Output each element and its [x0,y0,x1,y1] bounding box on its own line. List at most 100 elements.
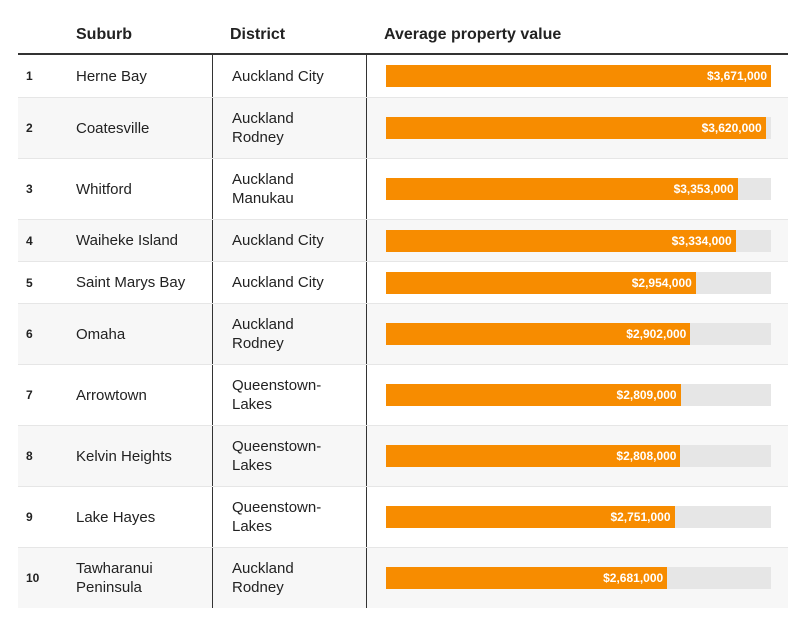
header-average-property-value: Average property value [384,26,562,43]
value-label: $3,620,000 [701,121,762,135]
suburb-cell: Whitford [76,159,216,219]
district-line: Lakes [232,396,273,413]
district-line: Lakes [232,457,273,474]
district-cell: Auckland Rodney [212,98,366,158]
district-line: Auckland City [232,274,324,291]
suburb-cell: Tawharanui Peninsula [76,548,216,608]
rank-cell: 9 [26,510,33,524]
table-row: 1 Herne Bay Auckland City $3,671,000 [18,55,788,97]
value-cell: $2,751,000 [366,487,788,547]
value-label: $2,954,000 [631,275,692,290]
suburb-cell: Saint Marys Bay [76,262,216,303]
rank-cell: 8 [26,449,33,463]
value-bar: $3,334,000 [386,229,736,252]
value-cell: $2,902,000 [366,304,788,364]
table-row: 7 Arrowtown Queenstown- Lakes $2,809,000 [18,364,788,425]
header-district: District [230,26,286,43]
property-value-chart: Suburb District Average property value 1… [18,0,788,609]
bar-track: $2,902,000 [386,323,771,345]
suburb-name: Waiheke Island [76,231,178,250]
bar-track: $3,620,000 [386,117,771,139]
rank-cell: 1 [26,69,33,83]
district-cell: Auckland Rodney [212,548,366,608]
suburb-cell: Lake Hayes [76,487,216,547]
suburb-line: Omaha [76,325,126,343]
header-suburb: Suburb [76,26,132,43]
rank-cell: 10 [26,571,40,585]
table-row: 5 Saint Marys Bay Auckland City $2,954,000 [18,261,788,303]
table-row: 8 Kelvin Heights Queenstown- Lakes $2,808,00… [18,425,788,486]
district-name: Queenstown- Lakes [232,376,321,414]
district-cell: Auckland City [212,262,366,303]
value-label: $2,902,000 [626,327,687,341]
district-line: Rodney [232,335,284,352]
suburb-name: Kelvin Heights [76,447,172,466]
bar-track: $2,681,000 [386,567,771,589]
value-label: $3,353,000 [673,182,734,196]
suburb-name: Omaha [76,325,125,344]
district-name: Auckland Rodney [232,315,294,353]
value-bar: $3,353,000 [386,178,738,200]
district-line: Rodney [232,579,284,596]
district-name: Queenstown- Lakes [232,437,321,475]
table-row: 9 Lake Hayes Queenstown- Lakes $2,751,000 [18,486,788,547]
bar-track: $2,751,000 [386,506,771,528]
district-line: Queenstown- [232,377,322,394]
district-name: Auckland City [232,231,324,250]
district-line: Lakes [232,518,273,535]
suburb-cell: Coatesville [76,98,216,158]
suburb-cell: Omaha [76,304,216,364]
suburb-line: Coatesville [76,119,150,137]
district-cell: Auckland Manukau [212,159,366,219]
bar-track: $3,334,000 [386,229,771,252]
rank-cell: 2 [26,121,33,135]
value-bar: $2,751,000 [386,506,675,528]
table-row: 10 Tawharanui Peninsula Auckland Rodney $2,68… [18,547,788,608]
suburb-line: Arrowtown [76,386,147,404]
bar-track: $3,353,000 [386,178,771,200]
table-body: 1 Herne Bay Auckland City $3,671,000 2 Coates… [18,55,788,608]
value-cell: $3,334,000 [366,220,788,261]
suburb-cell: Waiheke Island [76,220,216,261]
suburb-line: Kelvin Heights [76,447,172,465]
suburb-cell: Herne Bay [76,55,216,97]
value-bar: $2,681,000 [386,567,668,589]
district-name: Auckland City [232,67,324,86]
value-bar: $2,809,000 [386,384,681,406]
suburb-line: Lake Hayes [76,508,156,526]
value-cell: $3,671,000 [366,55,788,97]
value-bar: $2,954,000 [386,271,696,294]
rank-cell: 7 [26,388,33,402]
table-row: 4 Waiheke Island Auckland City $3,334,000 [18,219,788,261]
district-line: Manukau [232,190,294,207]
rank-cell: 4 [26,233,33,248]
rank-cell: 3 [26,182,33,196]
value-cell: $2,809,000 [366,365,788,425]
suburb-line: Saint Marys Bay [76,274,186,291]
table-header: Suburb District Average property value [18,0,788,55]
district-line: Auckland [232,110,294,127]
table-row: 3 Whitford Auckland Manukau $3,353,000 [18,158,788,219]
district-cell: Auckland City [212,220,366,261]
value-label: $2,681,000 [603,571,664,585]
suburb-name: Coatesville [76,119,149,138]
table-row: 6 Omaha Auckland Rodney $2,902,000 [18,303,788,364]
value-label: $3,671,000 [706,69,767,83]
bar-track: $3,671,000 [386,65,771,87]
value-bar: $3,671,000 [386,65,771,87]
suburb-name: Arrowtown [76,386,147,405]
district-cell: Queenstown- Lakes [212,487,366,547]
district-line: Auckland [232,316,294,333]
district-cell: Queenstown- Lakes [212,365,366,425]
value-cell: $2,808,000 [366,426,788,486]
bar-track: $2,808,000 [386,445,771,467]
bar-track: $2,809,000 [386,384,771,406]
district-cell: Auckland City [212,55,366,97]
suburb-line: Tawharanui [76,560,153,577]
suburb-name: Tawharanui Peninsula [76,559,153,597]
district-line: Rodney [232,129,284,146]
district-line: Auckland [232,171,294,188]
value-label: $2,751,000 [610,510,671,524]
suburb-name: Herne Bay [76,67,147,86]
district-name: Queenstown- Lakes [232,498,321,536]
